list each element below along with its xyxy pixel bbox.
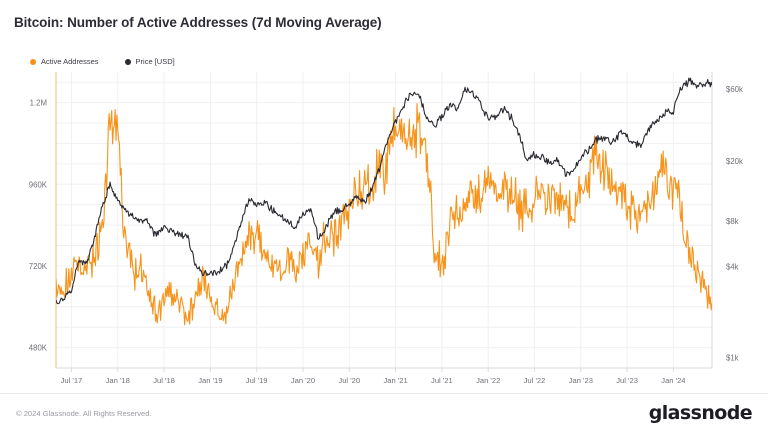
copyright-text: © 2024 Glassnode. All Rights Reserved. [16,409,152,418]
legend-item-active-addresses[interactable]: Active Addresses [30,57,99,66]
svg-text:Jan '23: Jan '23 [569,376,593,385]
svg-text:Jul '21: Jul '21 [431,376,453,385]
y-axis-right-labels: $60k $20k $8k $4k $1k [726,85,743,362]
series-line-active-addresses [56,103,712,326]
svg-text:Jan '20: Jan '20 [291,376,315,385]
svg-text:$60k: $60k [726,85,743,94]
legend-dot-icon-active-addresses [30,58,36,65]
svg-text:Jan '18: Jan '18 [106,376,130,385]
svg-text:720K: 720K [29,262,48,271]
gridlines [56,72,712,372]
svg-text:Jul '23: Jul '23 [616,376,638,385]
series-line-price [56,77,712,305]
y-axis-left-labels: 1.2M 960K 720K 480K [29,99,48,353]
svg-text:Jan '21: Jan '21 [383,376,407,385]
x-axis-labels: Jul '17 Jan '18 Jul '18 Jan '19 Jul '19 Jan '… [61,376,686,385]
data-series [56,77,712,326]
page-title: Bitcoin: Number of Active Addresses (7d … [14,15,382,30]
svg-text:Jul '17: Jul '17 [61,376,83,385]
svg-text:Jan '19: Jan '19 [198,376,222,385]
svg-text:Jan '24: Jan '24 [661,376,685,385]
glassnode-logo: glassnode [648,402,753,424]
svg-text:$1k: $1k [726,353,739,362]
svg-text:Jul '18: Jul '18 [153,376,175,385]
axis-lines [55,72,713,369]
svg-text:Jul '19: Jul '19 [246,376,268,385]
svg-text:960K: 960K [29,180,48,189]
legend-label-price: Price [USD] [135,57,175,66]
svg-text:480K: 480K [29,344,48,353]
svg-text:Jan '22: Jan '22 [476,376,500,385]
svg-text:Jul '22: Jul '22 [524,376,546,385]
svg-text:1.2M: 1.2M [30,99,47,108]
chart-legend: Active Addresses Price [USD] [30,57,175,66]
legend-item-price[interactable]: Price [USD] [124,57,175,66]
svg-text:Jul '20: Jul '20 [338,376,360,385]
svg-text:$8k: $8k [726,217,739,226]
footer-divider [0,393,768,394]
svg-text:$4k: $4k [726,263,739,272]
legend-dot-icon-price [124,58,131,65]
legend-label-active-addresses: Active Addresses [41,57,99,66]
svg-text:$20k: $20k [726,157,743,166]
